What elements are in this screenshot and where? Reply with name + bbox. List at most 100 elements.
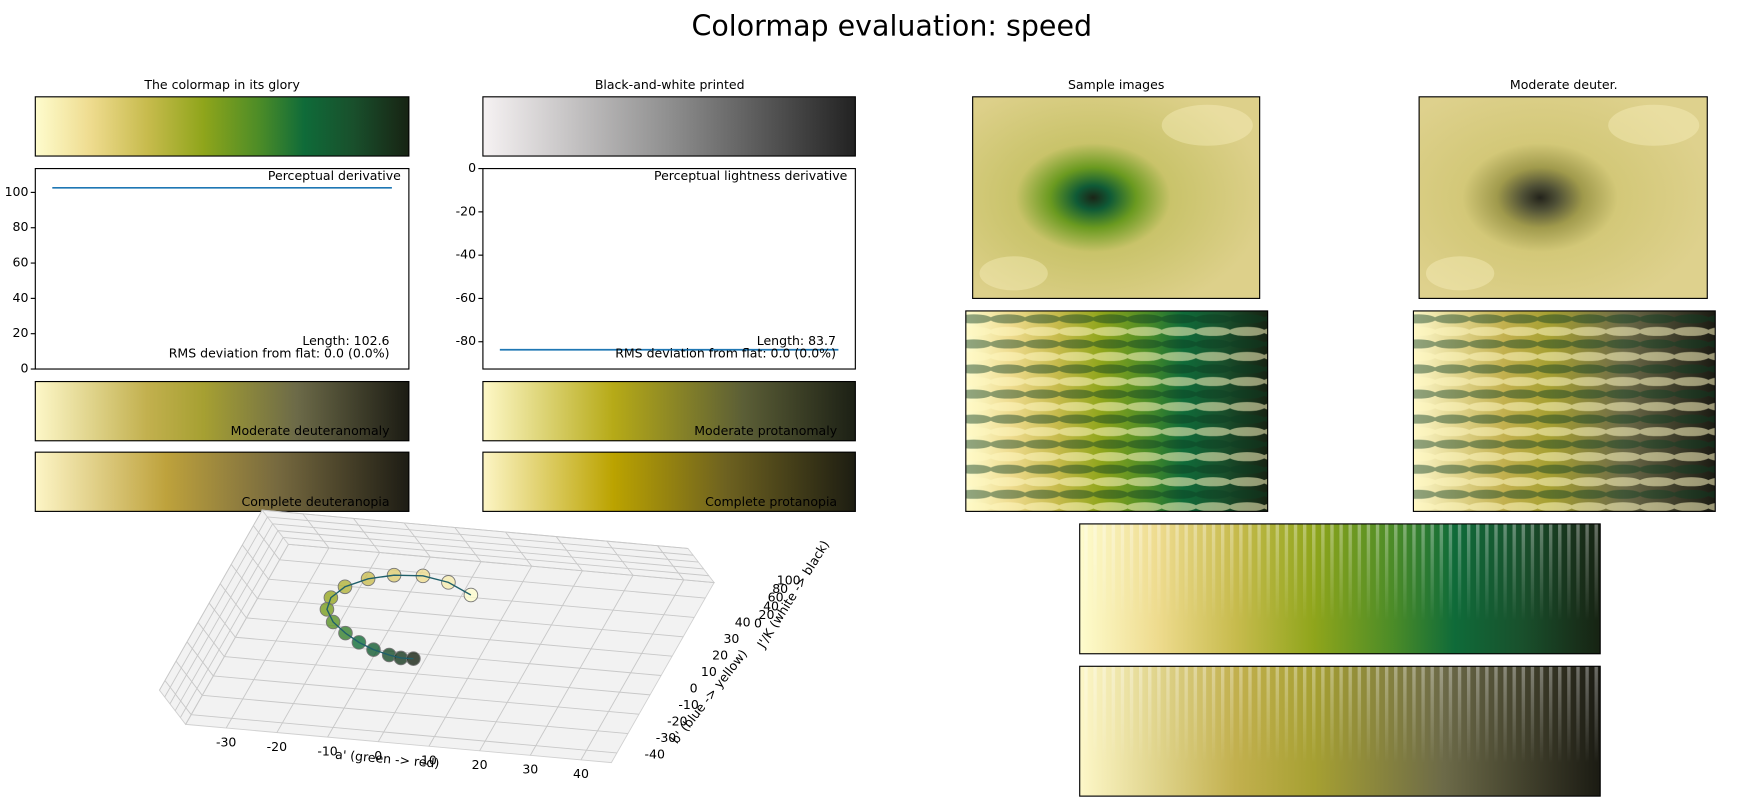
colormap-bar (34, 96, 410, 157)
grid-line (657, 545, 685, 581)
plot-frame (482, 167, 856, 370)
grid-line (175, 660, 203, 696)
y-tick-label: 40 (735, 615, 751, 630)
grid-line (580, 579, 685, 761)
deuteranomaly-bar (34, 380, 410, 442)
y-tick-label: 10 (701, 664, 717, 679)
y-tick-label: -60 (456, 290, 476, 305)
grid-line (185, 544, 289, 725)
deuteranopia-bar (34, 451, 410, 512)
z-tick-label: 40 (763, 598, 779, 613)
grid-line (353, 518, 380, 553)
panel-title: Black-and-white printed (595, 77, 745, 92)
grid-line (202, 694, 628, 735)
y-tick-label: 20 (712, 648, 728, 663)
sample-image-deuter (1418, 96, 1708, 299)
bar-label: Moderate deuteranomaly (231, 423, 390, 438)
bar-label: Complete deuteranopia (242, 494, 390, 509)
y-tick-label: 40 (13, 290, 29, 305)
grid-line (235, 636, 662, 676)
grid-line (197, 622, 225, 657)
grid-line (272, 523, 699, 563)
grid-line (159, 509, 263, 691)
z-tick-label: 100 (777, 572, 801, 587)
y-tick-label: 30 (723, 631, 739, 646)
grid-line (403, 522, 431, 558)
x-axis-label: a' (green -> red) (335, 747, 440, 771)
grid-line (219, 583, 247, 619)
grid-line (288, 543, 715, 584)
trace-line (326, 574, 472, 660)
y-tick-label: 60 (13, 255, 29, 270)
y-tick-label: -40 (456, 247, 476, 262)
y-tick-label: -80 (456, 333, 476, 348)
grid-line (191, 714, 617, 754)
stripe-test (1079, 523, 1601, 655)
sample-image (972, 96, 1261, 299)
grid-line (279, 559, 706, 599)
grid-line (606, 540, 634, 576)
y-tick-label: -10 (678, 697, 698, 712)
plot-note: Length: 102.6 (302, 333, 389, 348)
grid-line (505, 531, 533, 567)
grid-line (213, 675, 640, 715)
sine-image (965, 310, 1269, 512)
x-tick-label: 30 (522, 762, 538, 777)
grid-line (164, 516, 268, 698)
grid-line (241, 544, 269, 580)
panel-title: The colormap in its glory (143, 77, 300, 92)
grid-line (479, 570, 583, 752)
grid-line (186, 641, 214, 677)
x-tick-label: 0 (374, 748, 382, 763)
x-tick-label: -30 (216, 734, 236, 749)
figure-title: Colormap evaluation: speed (692, 9, 1093, 42)
grid-line (208, 602, 236, 638)
bar-label: Complete protanopia (705, 494, 837, 509)
z-axis-label: J'/K (white -> black) (753, 538, 832, 652)
plot-note: RMS deviation from flat: 0.0 (0.0%) (169, 346, 390, 361)
grid-line (169, 523, 274, 705)
grayscale-bar (482, 96, 856, 157)
protanopia-bar (482, 451, 856, 512)
grid-line (262, 509, 688, 549)
grid-line (246, 617, 673, 657)
x-tick-label: 40 (573, 766, 589, 781)
grid-line (225, 547, 330, 729)
grid-line (230, 564, 258, 599)
grid-line (252, 525, 280, 561)
plot-frame (34, 167, 410, 370)
grid-line (428, 565, 533, 747)
y-tick-label: -20 (456, 203, 476, 218)
plot-annotation: Perceptual lightness derivative (654, 168, 848, 183)
plot-note: RMS deviation from flat: 0.0 (0.0%) (615, 346, 836, 361)
grid-line (283, 537, 709, 577)
sine-image-deuter (1412, 310, 1716, 512)
bar-label: Moderate protanomaly (694, 423, 837, 438)
x-tick-label: -10 (317, 743, 337, 758)
y-tick-label: 100 (5, 184, 29, 199)
panel-title: Moderate deuter. (1510, 77, 1618, 92)
y-tick-label: -40 (645, 747, 665, 762)
y-tick-label: 0 (468, 160, 476, 175)
z-tick-label: 20 (759, 607, 775, 622)
grid-line (454, 527, 482, 562)
panel-title: Sample images (1068, 77, 1164, 92)
grid-line (164, 680, 192, 715)
y-tick-label: 0 (690, 681, 698, 696)
z-tick-label: 0 (754, 616, 762, 631)
grid-line (180, 537, 284, 718)
grid-line (529, 575, 634, 756)
z-tick-label: 80 (772, 581, 788, 596)
x-tick-label: 20 (472, 757, 488, 772)
grid-line (277, 530, 704, 570)
y-tick-label: -30 (656, 730, 676, 745)
stripe-test-deuter (1079, 665, 1601, 797)
protanomaly-bar (482, 380, 856, 442)
grid-line (302, 513, 330, 549)
grid-line (267, 516, 694, 556)
x-tick-label: 10 (421, 753, 437, 768)
grid-line (174, 530, 279, 711)
grid-line (224, 656, 651, 696)
